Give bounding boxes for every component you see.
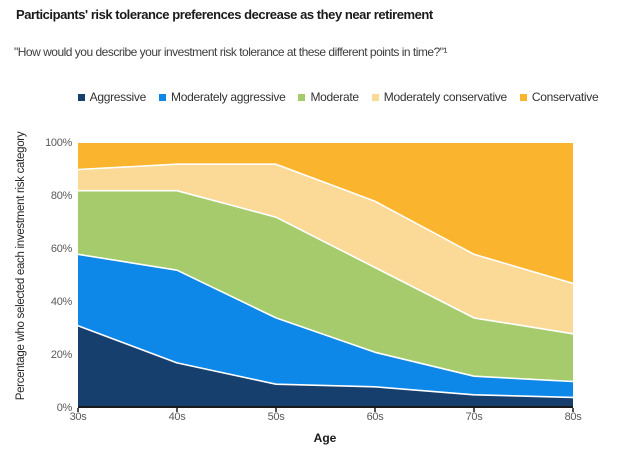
legend-swatch-moderate: [298, 93, 306, 101]
area-moderately-conservative: [78, 164, 573, 334]
chart-subtitle: "How would you describe your investment …: [14, 45, 448, 59]
x-tick-80s: 80s: [564, 411, 582, 423]
legend-swatch-conservative: [519, 93, 527, 101]
band-separator-aggressive: [77, 325, 574, 399]
y-tick-100: 100%: [45, 137, 72, 149]
area-conservative: [78, 143, 573, 284]
legend-item-moderately-aggressive: Moderately aggressive: [159, 90, 286, 104]
legend-label: Moderately aggressive: [171, 90, 286, 104]
band-separator-moderately-aggressive: [77, 253, 574, 383]
legend-label: Aggressive: [89, 90, 147, 104]
y-tick-20: 20%: [50, 349, 72, 361]
y-tick-80: 80%: [50, 190, 72, 202]
legend-item-moderately-conservative: Moderately conservative: [371, 90, 507, 104]
y-axis-title: Percentage who selected each investment …: [15, 131, 27, 401]
x-tick-70s: 70s: [465, 411, 483, 423]
x-axis-title: Age: [313, 431, 337, 445]
y-tick-60: 60%: [50, 243, 72, 255]
legend: Aggressive Moderately aggressive Moderat…: [0, 90, 624, 104]
area-moderately-aggressive: [78, 254, 573, 398]
area-aggressive: [78, 325, 573, 408]
legend-swatch-moderately-conservative: [371, 93, 379, 101]
legend-label: Moderately conservative: [383, 90, 507, 104]
area-moderate: [78, 190, 573, 382]
legend-label: Moderate: [310, 90, 359, 104]
stacked-area-plot: [77, 143, 574, 412]
x-tick-60s: 60s: [366, 411, 384, 423]
band-separator-moderately-conservative: [77, 163, 574, 285]
band-separator-moderate: [78, 189, 574, 335]
legend-item-conservative: Conservative: [519, 90, 599, 104]
legend-item-aggressive: Aggressive: [77, 90, 147, 104]
chart-title: Participants' risk tolerance preferences…: [16, 7, 433, 22]
y-tick-40: 40%: [50, 296, 72, 308]
x-tick-30s: 30s: [69, 411, 87, 423]
legend-swatch-aggressive: [77, 93, 85, 101]
legend-item-moderate: Moderate: [298, 90, 359, 104]
legend-label: Conservative: [531, 90, 599, 104]
legend-swatch-moderately-aggressive: [159, 93, 167, 101]
x-tick-50s: 50s: [267, 411, 285, 423]
x-tick-40s: 40s: [168, 411, 186, 423]
y-tick-0: 0%: [56, 402, 73, 414]
